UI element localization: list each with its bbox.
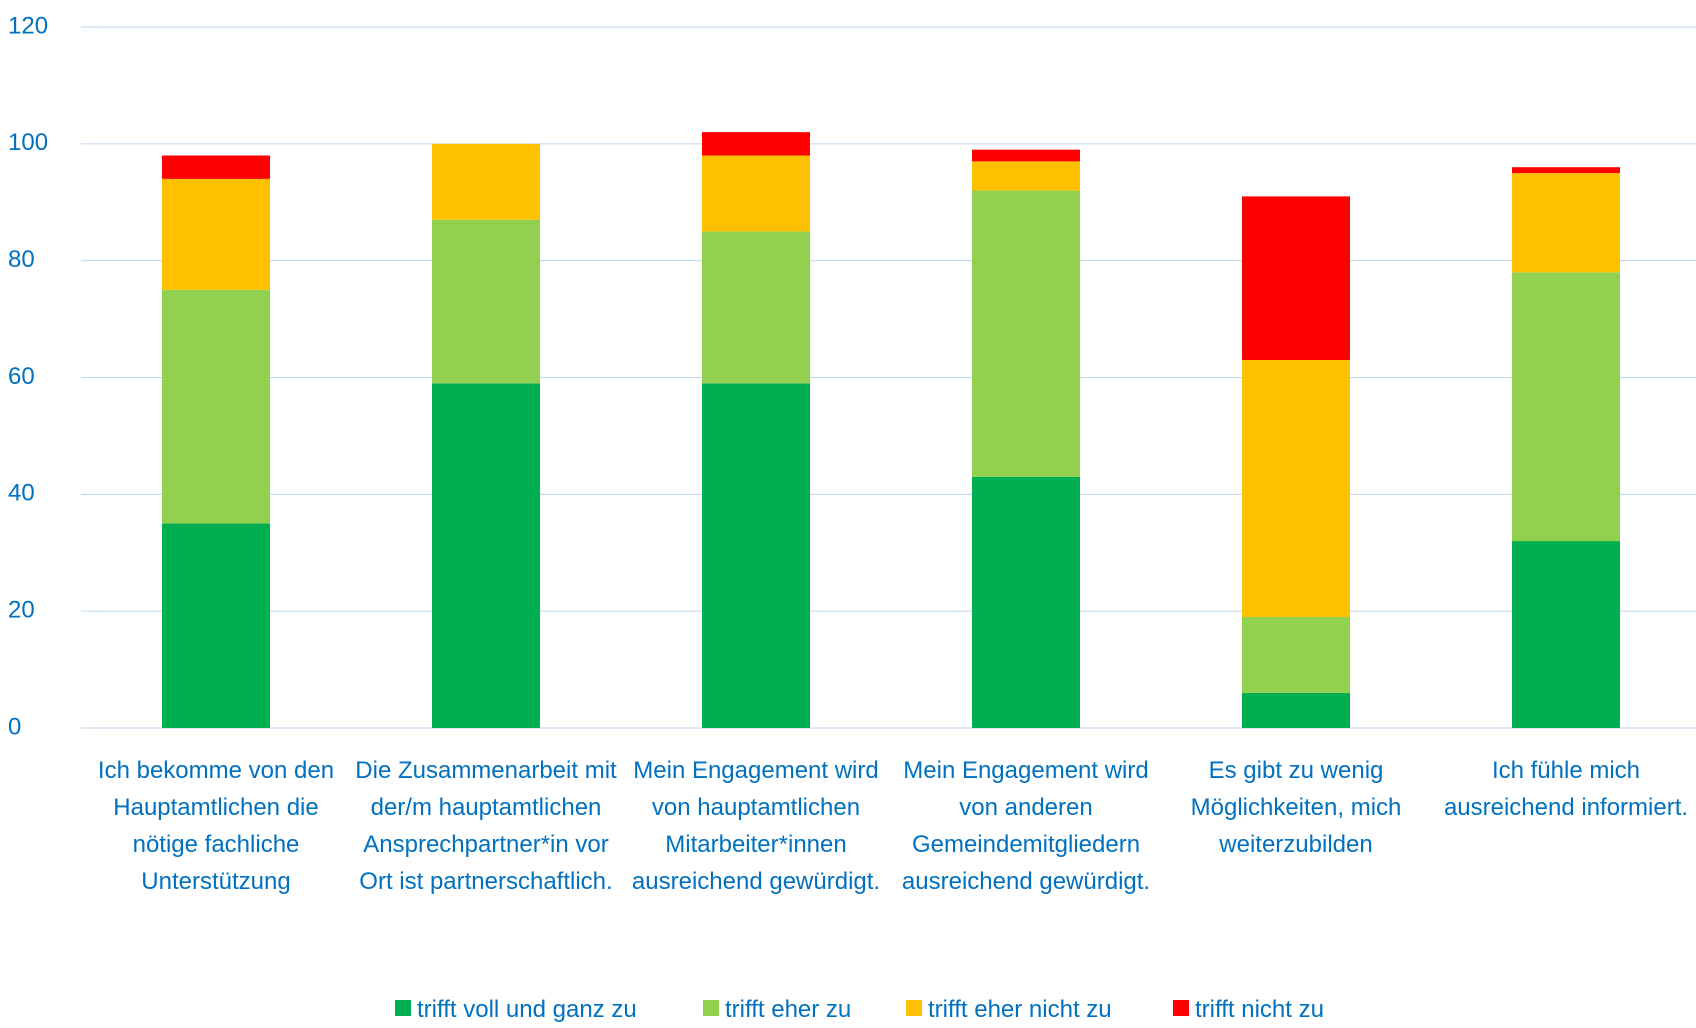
legend-entry: trifft nicht zu xyxy=(1173,996,1324,1024)
legend-label: trifft voll und ganz zu xyxy=(417,996,637,1023)
x-tick-label: Die Zusammenarbeit mit der/m hauptamtlic… xyxy=(355,752,617,900)
bar-segment xyxy=(702,156,810,232)
y-tick-label: 60 xyxy=(8,363,35,390)
y-tick-label: 40 xyxy=(8,480,35,507)
y-tick-label: 120 xyxy=(8,12,48,39)
x-tick-label: Es gibt zu wenig Möglichkeiten, mich wei… xyxy=(1165,752,1427,863)
bar-segment xyxy=(432,383,540,728)
bar-segment xyxy=(972,191,1080,477)
bar-segment xyxy=(1242,360,1350,617)
bar-segment xyxy=(1512,541,1620,728)
x-tick-label: Mein Engagement wird von hauptamtlichen … xyxy=(625,752,887,900)
legend-label: trifft eher zu xyxy=(725,996,851,1023)
y-tick-label: 100 xyxy=(8,129,48,156)
legend-entry: trifft voll und ganz zu xyxy=(395,996,637,1024)
x-tick-label: Ich bekomme von den Hauptamtlichen die n… xyxy=(85,752,347,900)
legend-swatch xyxy=(703,1000,719,1016)
bar-segment xyxy=(162,524,270,728)
bar-segment xyxy=(702,132,810,155)
bar-segment xyxy=(702,383,810,728)
bar-segment xyxy=(1512,167,1620,173)
y-tick-label: 20 xyxy=(8,597,35,624)
bar-segment xyxy=(162,179,270,290)
legend-label: trifft nicht zu xyxy=(1195,996,1324,1023)
bar-segment xyxy=(1242,617,1350,693)
bar-segment xyxy=(1512,173,1620,272)
y-tick-label: 80 xyxy=(8,246,35,273)
legend-swatch xyxy=(1173,1000,1189,1016)
bar-segment xyxy=(432,144,540,220)
x-tick-label: Ich fühle mich ausreichend informiert. xyxy=(1435,752,1696,826)
bar-segment xyxy=(1242,196,1350,360)
legend-swatch xyxy=(906,1000,922,1016)
bar-segment xyxy=(972,477,1080,728)
bar-segment xyxy=(1512,272,1620,541)
bar-segment xyxy=(702,231,810,383)
y-tick-label: 0 xyxy=(8,713,21,740)
x-tick-label: Mein Engagement wird von anderen Gemeind… xyxy=(895,752,1157,900)
bar-segment xyxy=(162,290,270,524)
bar-segment xyxy=(162,156,270,179)
bar-segment xyxy=(972,150,1080,162)
legend-swatch xyxy=(395,1000,411,1016)
bar-segment xyxy=(432,220,540,384)
chart: 0 20 40 60 80 100 120 Ich bekomme von den Haup… xyxy=(0,0,1696,1028)
legend-label: trifft eher nicht zu xyxy=(928,996,1112,1023)
legend-entry: trifft eher nicht zu xyxy=(906,996,1112,1024)
bar-segment xyxy=(1242,693,1350,728)
bar-segment xyxy=(972,161,1080,190)
legend-entry: trifft eher zu xyxy=(703,996,851,1024)
